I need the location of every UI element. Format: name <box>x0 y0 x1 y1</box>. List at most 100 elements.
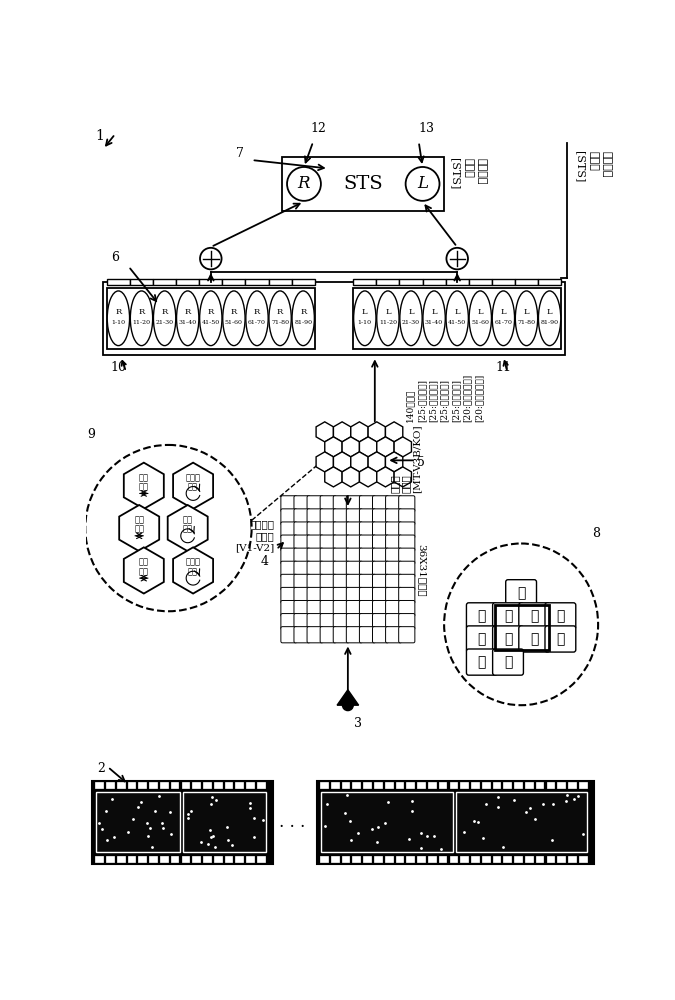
FancyBboxPatch shape <box>320 522 336 538</box>
FancyBboxPatch shape <box>385 627 402 643</box>
Polygon shape <box>360 437 377 457</box>
FancyBboxPatch shape <box>183 792 266 852</box>
FancyBboxPatch shape <box>331 856 339 862</box>
Text: 41-50: 41-50 <box>202 320 220 325</box>
Polygon shape <box>316 422 333 442</box>
Text: 上: 上 <box>530 609 539 623</box>
Text: R: R <box>138 308 144 316</box>
FancyBboxPatch shape <box>317 781 594 864</box>
FancyBboxPatch shape <box>466 649 497 675</box>
Text: 21-30: 21-30 <box>402 320 420 325</box>
FancyBboxPatch shape <box>536 782 543 788</box>
FancyBboxPatch shape <box>373 548 389 564</box>
Text: R: R <box>161 308 167 316</box>
Text: 前束
收缩: 前束 收缩 <box>139 474 148 491</box>
Text: 逆时针
旋转: 逆时针 旋转 <box>186 559 200 576</box>
Text: 51-60: 51-60 <box>471 320 489 325</box>
Text: 动作模式
神经元
[STS]: 动作模式 神经元 [STS] <box>450 158 487 190</box>
FancyBboxPatch shape <box>294 509 310 525</box>
Text: 3: 3 <box>354 717 362 730</box>
FancyBboxPatch shape <box>333 561 350 577</box>
Text: 11-20: 11-20 <box>379 320 397 325</box>
FancyBboxPatch shape <box>450 782 457 788</box>
FancyBboxPatch shape <box>547 856 554 862</box>
FancyBboxPatch shape <box>171 856 178 862</box>
Circle shape <box>200 248 221 269</box>
FancyBboxPatch shape <box>359 561 375 577</box>
FancyBboxPatch shape <box>281 574 297 590</box>
Polygon shape <box>173 547 213 594</box>
Text: L: L <box>454 308 460 316</box>
FancyBboxPatch shape <box>353 288 561 349</box>
FancyBboxPatch shape <box>519 603 549 629</box>
Text: 51-60: 51-60 <box>225 320 243 325</box>
FancyBboxPatch shape <box>399 627 415 643</box>
FancyBboxPatch shape <box>471 856 479 862</box>
FancyBboxPatch shape <box>149 782 157 788</box>
FancyBboxPatch shape <box>333 614 350 630</box>
FancyBboxPatch shape <box>346 574 362 590</box>
FancyBboxPatch shape <box>281 535 297 551</box>
FancyBboxPatch shape <box>225 782 232 788</box>
Text: 41-50: 41-50 <box>448 320 466 325</box>
Text: L: L <box>431 308 437 316</box>
Text: R: R <box>254 308 260 316</box>
Circle shape <box>287 167 321 201</box>
Text: 5: 5 <box>417 456 425 469</box>
FancyBboxPatch shape <box>525 856 533 862</box>
FancyBboxPatch shape <box>428 856 435 862</box>
FancyBboxPatch shape <box>307 535 323 551</box>
FancyBboxPatch shape <box>373 496 389 512</box>
FancyBboxPatch shape <box>182 782 189 788</box>
FancyBboxPatch shape <box>320 627 336 643</box>
Text: 水平
收缩: 水平 收缩 <box>134 516 144 534</box>
FancyBboxPatch shape <box>320 496 336 512</box>
FancyBboxPatch shape <box>385 535 402 551</box>
FancyBboxPatch shape <box>373 627 389 643</box>
Text: 对运动
检测器
[MT-V3B/KO]: 对运动 检测器 [MT-V3B/KO] <box>390 424 421 493</box>
FancyBboxPatch shape <box>294 496 310 512</box>
Text: 7: 7 <box>236 147 244 160</box>
FancyBboxPatch shape <box>96 792 180 852</box>
FancyBboxPatch shape <box>359 627 375 643</box>
Ellipse shape <box>354 291 376 346</box>
FancyBboxPatch shape <box>399 548 415 564</box>
FancyBboxPatch shape <box>352 782 360 788</box>
Text: L: L <box>547 308 552 316</box>
FancyBboxPatch shape <box>514 782 522 788</box>
Polygon shape <box>325 437 342 457</box>
FancyBboxPatch shape <box>385 496 402 512</box>
Ellipse shape <box>469 291 491 346</box>
FancyBboxPatch shape <box>203 856 211 862</box>
FancyBboxPatch shape <box>374 782 382 788</box>
FancyBboxPatch shape <box>417 782 425 788</box>
FancyBboxPatch shape <box>294 627 310 643</box>
Text: 左: 左 <box>504 632 512 646</box>
Text: L: L <box>501 308 506 316</box>
FancyBboxPatch shape <box>294 561 310 577</box>
FancyBboxPatch shape <box>399 587 415 604</box>
Ellipse shape <box>377 291 399 346</box>
Text: 1-10: 1-10 <box>111 320 126 325</box>
Text: 右: 右 <box>478 632 486 646</box>
FancyBboxPatch shape <box>406 856 414 862</box>
Text: 36X31神经元: 36X31神经元 <box>417 544 426 596</box>
FancyBboxPatch shape <box>468 279 492 285</box>
Text: 81-90: 81-90 <box>541 320 559 325</box>
FancyBboxPatch shape <box>281 496 297 512</box>
Ellipse shape <box>444 544 598 705</box>
FancyBboxPatch shape <box>471 782 479 788</box>
Ellipse shape <box>292 291 315 346</box>
FancyBboxPatch shape <box>359 509 375 525</box>
Text: 下: 下 <box>556 609 564 623</box>
FancyBboxPatch shape <box>363 782 371 788</box>
FancyBboxPatch shape <box>320 509 336 525</box>
FancyBboxPatch shape <box>346 548 362 564</box>
FancyBboxPatch shape <box>363 856 371 862</box>
FancyBboxPatch shape <box>333 509 350 525</box>
FancyBboxPatch shape <box>320 614 336 630</box>
FancyBboxPatch shape <box>385 856 393 862</box>
FancyBboxPatch shape <box>281 522 297 538</box>
Text: R: R <box>115 308 122 316</box>
FancyBboxPatch shape <box>333 548 350 564</box>
